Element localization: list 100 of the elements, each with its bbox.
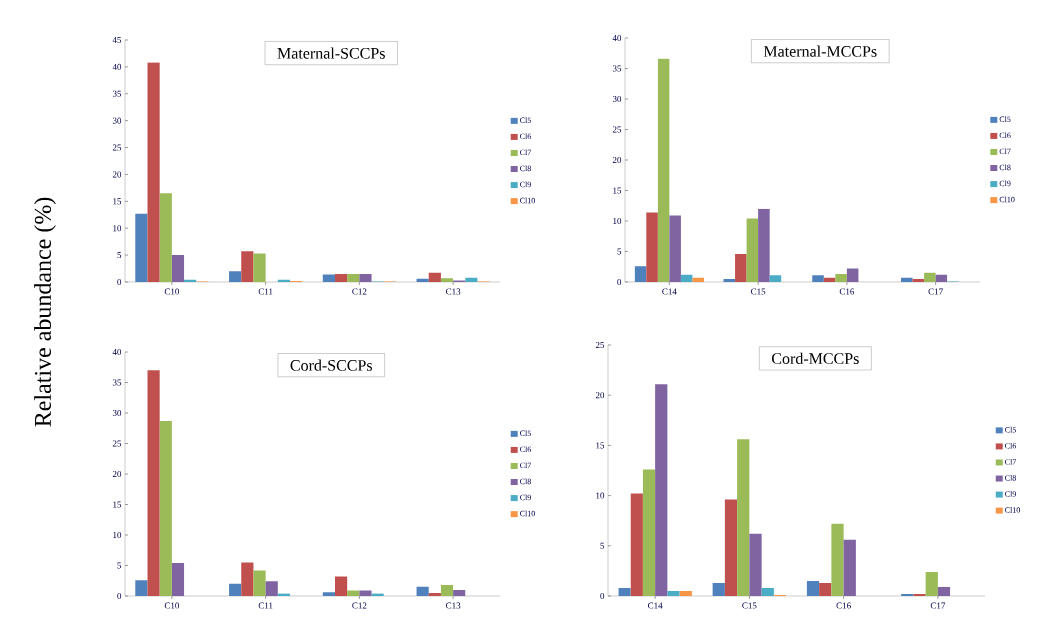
bar <box>912 278 925 282</box>
x-tick-label: C17 <box>928 288 943 295</box>
y-tick-label: 45 <box>112 36 122 44</box>
y-tick-label: 40 <box>612 34 622 42</box>
chart-title: Cord-MCCPs <box>772 352 859 364</box>
y-tick-label: 25 <box>112 440 122 447</box>
bar <box>901 593 914 596</box>
y-tick-label: 0 <box>117 592 122 600</box>
bar <box>171 255 185 282</box>
bar <box>428 592 441 596</box>
legend-label: Cl7 <box>999 148 1011 155</box>
bar <box>440 585 454 596</box>
bar <box>277 279 291 282</box>
bar <box>723 278 736 282</box>
bar <box>735 253 747 282</box>
y-tick-label: 30 <box>612 95 622 103</box>
x-tick-label: C12 <box>352 602 367 609</box>
legend-label: Cl5 <box>1005 426 1016 433</box>
x-tick-label: C12 <box>352 288 367 295</box>
bar <box>758 208 770 282</box>
bar <box>819 582 832 596</box>
x-tick-label: C15 <box>742 602 757 609</box>
y-tick-label: 15 <box>113 501 122 508</box>
y-tick-label: 10 <box>596 492 605 499</box>
legend-label: Cl9 <box>520 181 531 188</box>
bar <box>159 193 172 282</box>
bar <box>901 277 913 282</box>
legend-label: Cl9 <box>1005 491 1016 497</box>
bar <box>416 586 429 596</box>
bar <box>937 586 951 596</box>
y-tick-label: 10 <box>113 531 122 539</box>
bar <box>171 563 185 596</box>
bar <box>322 274 335 282</box>
y-tick-label: 5 <box>617 248 622 255</box>
y-tick-label: 35 <box>112 90 122 97</box>
y-tick-label: 20 <box>112 470 122 478</box>
legend-label: Cl10 <box>1005 507 1021 513</box>
bar <box>241 251 254 282</box>
legend-label: Cl8 <box>1005 475 1017 481</box>
bar <box>135 213 148 282</box>
bar <box>646 212 658 282</box>
bar <box>428 272 441 282</box>
legend-label: Cl6 <box>520 133 532 140</box>
y-tick-label: 10 <box>113 225 122 232</box>
bar <box>925 571 938 596</box>
bar <box>657 58 670 282</box>
bar <box>812 275 824 282</box>
y-tick-label: 20 <box>612 156 622 164</box>
legend-label: Cl7 <box>1005 458 1017 465</box>
y-tick-label: 25 <box>112 144 122 151</box>
bar <box>769 275 782 282</box>
bar <box>634 266 647 282</box>
y-axis-title: Relative abundance (%) <box>34 197 56 427</box>
bar <box>359 590 372 596</box>
bar <box>253 570 266 596</box>
legend-label: Cl5 <box>520 430 531 436</box>
y-tick-label: 20 <box>595 392 605 399</box>
bar <box>806 580 820 596</box>
x-tick-label: C13 <box>446 602 461 609</box>
bar <box>253 253 266 282</box>
y-tick-label: 15 <box>596 442 605 449</box>
legend-label: Cl7 <box>520 462 532 469</box>
x-tick-label: C17 <box>930 602 946 609</box>
bar <box>630 493 643 596</box>
bar <box>823 277 836 282</box>
x-tick-label: C10 <box>164 288 180 295</box>
bar <box>147 370 160 596</box>
y-tick-label: 0 <box>117 278 122 286</box>
x-tick-label: C16 <box>836 602 851 609</box>
y-tick-label: 25 <box>612 126 622 133</box>
y-tick-label: 30 <box>112 117 122 124</box>
y-tick-label: 30 <box>112 409 122 417</box>
legend-label: Cl6 <box>520 446 532 453</box>
bar <box>680 274 693 282</box>
y-tick-label: 40 <box>112 63 122 70</box>
y-tick-label: 35 <box>112 379 122 386</box>
bar <box>746 218 759 282</box>
bar <box>913 593 926 596</box>
bar <box>322 592 335 596</box>
y-tick-label: 5 <box>117 562 122 569</box>
y-tick-label: 5 <box>117 252 122 259</box>
y-tick-label: 0 <box>600 592 605 600</box>
bar <box>359 273 372 282</box>
bar <box>135 580 148 596</box>
y-tick-label: 20 <box>112 171 122 178</box>
x-tick-label: C11 <box>258 288 273 295</box>
x-tick-label: C14 <box>648 602 663 609</box>
legend-label: Cl8 <box>520 478 531 485</box>
x-tick-label: C10 <box>164 602 180 609</box>
y-tick-label: 25 <box>595 341 605 349</box>
bar <box>679 590 692 596</box>
legend-label: Cl10 <box>520 510 535 517</box>
bar <box>618 587 631 596</box>
x-tick-label: C15 <box>751 288 766 295</box>
y-tick-label: 5 <box>600 542 605 549</box>
y-tick-label: 15 <box>613 187 622 194</box>
bar <box>737 439 750 596</box>
bar <box>440 278 454 282</box>
legend-label: Cl6 <box>1005 442 1017 449</box>
bar <box>347 590 360 596</box>
